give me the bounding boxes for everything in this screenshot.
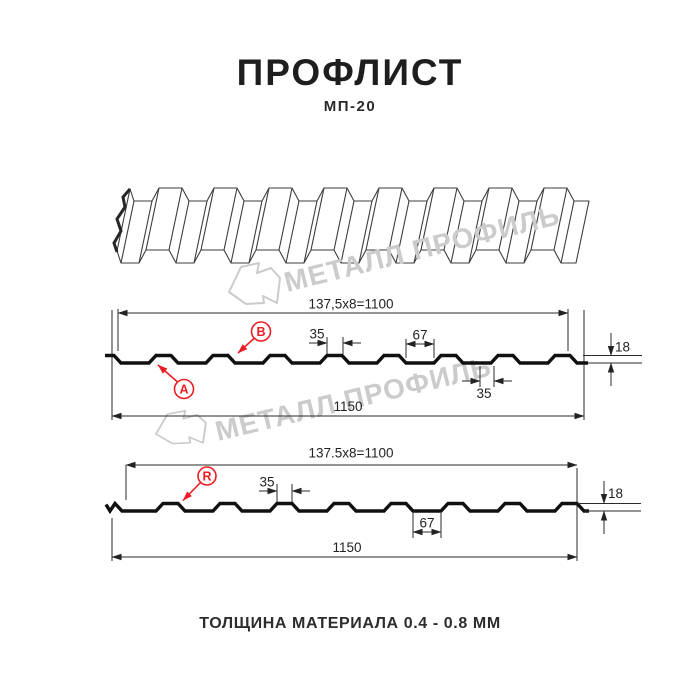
dim-valley-base: 67 <box>412 513 442 538</box>
sheet-3d-rib-edges <box>120 187 575 264</box>
dim-valley-base-value: 67 <box>419 516 434 531</box>
profile-back-section: 137.5x8=1100 35 67 18 <box>104 446 641 561</box>
dim-crest-top: 35 <box>259 475 310 502</box>
dim-edge-value: 35 <box>476 386 491 401</box>
profile-front-line <box>105 353 588 365</box>
dim-total-front: 1150 <box>333 399 362 414</box>
dim-height: 18 <box>577 481 641 534</box>
callout-r-label: R <box>202 470 211 484</box>
callout-b-label: B <box>256 325 265 339</box>
dim-height-value: 18 <box>615 340 630 355</box>
dim-crest-top-value: 35 <box>309 327 324 342</box>
dim-total-back: 1150 <box>332 540 361 555</box>
metall-profil-logo <box>228 262 281 305</box>
page-title: ПРОФЛИСТ <box>236 52 464 93</box>
profile-front-section: 137,5x8=1100 35 67 18 <box>105 297 642 420</box>
dim-valley-base: 67 <box>405 328 435 358</box>
dim-crest-top-value: 35 <box>259 475 274 490</box>
sheet-3d-cut-edge <box>112 188 132 253</box>
dim-height-value: 18 <box>608 486 623 501</box>
dim-valley-base-value: 67 <box>412 328 427 343</box>
dim-module-back: 137.5x8=1100 <box>309 446 394 461</box>
watermark-middle: МЕТАЛЛ ПРОФИЛЬ <box>154 351 495 447</box>
material-thickness-note: ТОЛЩИНА МАТЕРИАЛА 0.4 - 0.8 ММ <box>199 615 501 632</box>
callout-a: A <box>157 364 195 400</box>
profile-back-line <box>104 500 589 515</box>
metall-profil-logo <box>154 410 207 445</box>
callout-b: B <box>237 321 272 354</box>
sheet-3d-view <box>112 187 590 264</box>
callout-r: R <box>182 466 217 502</box>
dim-crest-top: 35 <box>309 327 361 354</box>
dim-module-front: 137,5x8=1100 <box>309 297 394 312</box>
page-subtitle: МП-20 <box>323 98 377 115</box>
dim-edge: 35 <box>462 366 512 401</box>
callout-a-label: A <box>179 383 188 397</box>
dim-height: 18 <box>583 333 642 386</box>
extension-lines <box>111 309 585 420</box>
